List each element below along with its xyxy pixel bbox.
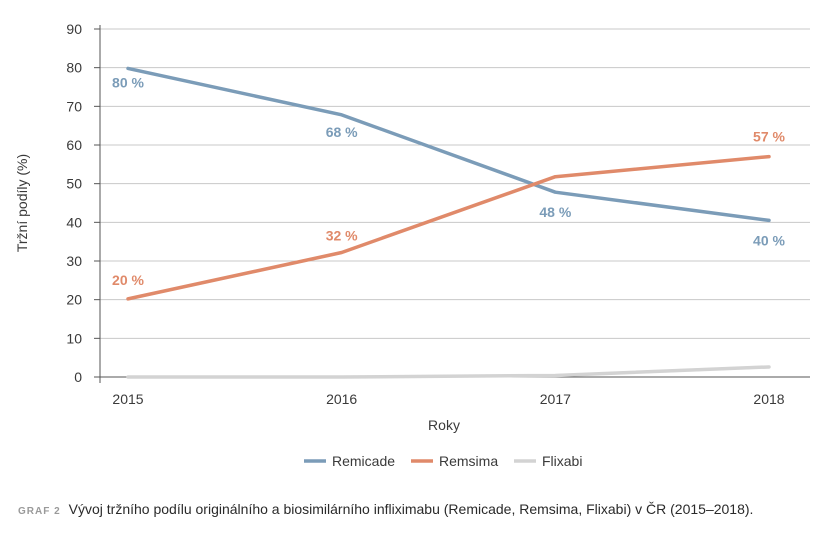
series-line-flixabi [126, 365, 771, 379]
series-lines [126, 66, 771, 379]
legend: Remicade Remsima Flixabi [304, 453, 582, 469]
data-labels: 80 % 68 % 48 % 40 % 20 % 32 % 57 % [112, 74, 785, 287]
y-tick-label: 60 [66, 137, 82, 153]
y-axis-ticks: 0 10 20 30 40 50 60 70 80 90 [66, 21, 100, 385]
series-line-remsima [126, 154, 771, 301]
data-label-remicade: 40 % [753, 232, 785, 248]
x-tick-label: 2015 [112, 391, 143, 407]
x-tick-label: 2017 [540, 391, 571, 407]
grid-lines [100, 28, 810, 339]
data-label-remsima: 57 % [753, 129, 785, 145]
y-tick-label: 70 [66, 98, 82, 114]
x-axis-title: Roky [428, 417, 460, 433]
data-label-remicade: 68 % [326, 124, 358, 140]
x-axis-ticks: 2015 2016 2017 2018 [112, 391, 784, 407]
series-line-remicade [126, 66, 771, 223]
y-tick-label: 20 [66, 292, 82, 308]
y-tick-label: 80 [66, 60, 82, 76]
y-tick-label: 40 [66, 214, 82, 230]
data-label-remsima: 32 % [326, 227, 358, 243]
legend-label-remsima: Remsima [439, 453, 498, 469]
data-label-remicade: 80 % [112, 74, 144, 90]
data-label-remsima: 20 % [112, 272, 144, 288]
legend-label-flixabi: Flixabi [542, 453, 582, 469]
y-tick-label: 0 [74, 369, 82, 385]
y-axis-title: Tržní podíly (%) [14, 154, 30, 252]
legend-label-remicade: Remicade [332, 453, 395, 469]
y-tick-label: 90 [66, 21, 82, 37]
data-label-remicade: 48 % [539, 204, 571, 220]
figure-caption: GRAF 2 Vývoj tržního podílu originálního … [18, 501, 753, 517]
x-tick-label: 2016 [326, 391, 357, 407]
caption-text: Vývoj tržního podílu originálního a bios… [68, 501, 754, 517]
y-tick-label: 10 [66, 330, 82, 346]
line-chart: 0 10 20 30 40 50 60 70 80 90 2015 2016 2017 2018 80 … [14, 21, 810, 469]
y-tick-label: 50 [66, 176, 82, 192]
caption-tag: GRAF 2 [18, 506, 61, 517]
y-tick-label: 30 [66, 253, 82, 269]
x-tick-label: 2018 [753, 391, 784, 407]
